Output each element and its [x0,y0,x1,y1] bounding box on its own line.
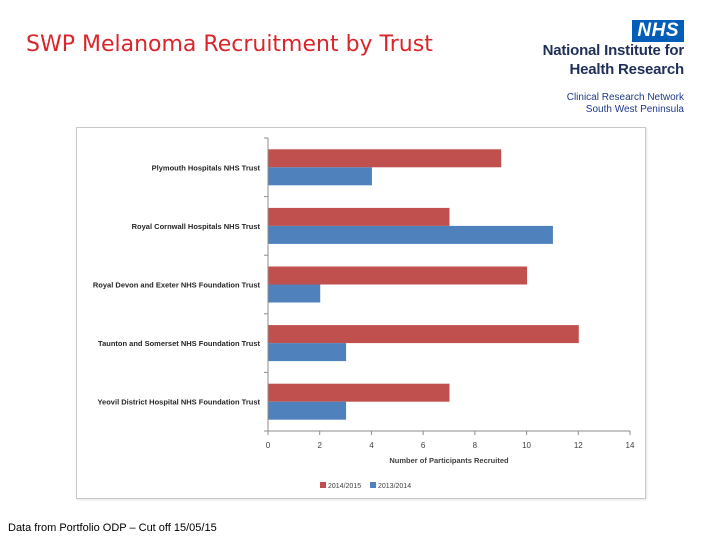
x-tick-label: 12 [574,441,583,450]
bar-2014-2015-4 [268,325,579,344]
bar-2014-2015-3 [268,266,528,285]
chart-bars [268,149,579,420]
recruitment-bar-chart: 0 2 4 6 8 10 12 14 Number of Participants Recrui… [93,137,635,490]
x-tick-label: 6 [421,441,426,450]
bar-2014-2015-5 [268,383,450,402]
category-label: Taunton and Somerset NHS Foundation Trus… [98,339,260,348]
x-tick-label: 14 [626,441,635,450]
crn-name-line-1: Clinical Research Network [566,92,684,103]
nihr-name-line-2: Health Research [569,61,684,78]
x-tick-label: 10 [522,441,531,450]
chart-axes [264,137,631,435]
legend-label: 2013/2014 [378,483,411,490]
category-label: Yeovil District Hospital NHS Foundation … [97,398,260,407]
crn-name-line-2: South West Peninsula [585,104,684,115]
legend-swatch [370,482,376,488]
slide-title: SWP Melanoma Recruitment by Trust [26,32,433,57]
bar-2013-2014-1 [268,167,372,186]
chart-legend: 2014/2015 2013/2014 [320,482,411,490]
bar-2013-2014-4 [268,343,347,362]
bar-2013-2014-3 [268,284,321,303]
legend-swatch [320,482,326,488]
bar-2013-2014-5 [268,401,347,420]
nihr-name-line-1: National Institute for [542,42,685,59]
bar-2014-2015-1 [268,149,502,168]
chart-frame: 0 2 4 6 8 10 12 14 Number of Participants Recrui… [76,127,646,499]
legend-label: 2014/2015 [328,483,361,490]
chart-labels: 0 2 4 6 8 10 12 14 Number of Participants Recrui… [93,163,635,465]
x-tick-label: 2 [317,441,322,450]
x-axis-title: Number of Participants Recruited [389,456,509,465]
bar-2013-2014-2 [268,225,553,244]
nhs-logo-badge: NHS [632,20,684,42]
bar-2014-2015-2 [268,207,450,226]
category-label: Plymouth Hospitals NHS Trust [152,163,261,172]
data-source-footnote: Data from Portfolio ODP – Cut off 15/05/… [8,522,217,534]
x-tick-label: 0 [266,441,271,450]
x-tick-label: 8 [473,441,478,450]
category-label: Royal Devon and Exeter NHS Foundation Tr… [93,281,261,290]
category-label: Royal Cornwall Hospitals NHS Trust [132,222,261,231]
x-tick-label: 4 [369,441,374,450]
nihr-logo: NHS National Institute for Health Resear… [528,20,688,116]
